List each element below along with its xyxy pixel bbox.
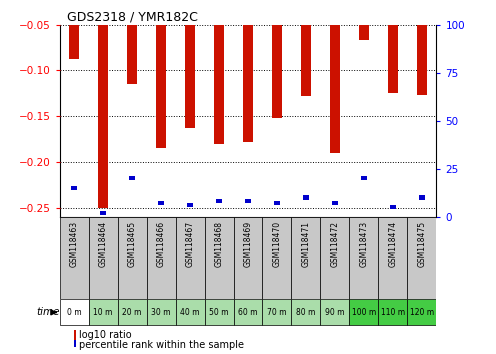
Bar — [216, 199, 222, 204]
Bar — [234, 299, 262, 325]
Text: 40 m: 40 m — [180, 308, 200, 317]
Bar — [60, 217, 88, 299]
Bar — [408, 217, 436, 299]
Bar — [420, 195, 425, 200]
Bar — [292, 299, 320, 325]
Bar — [262, 299, 292, 325]
Text: GSM118469: GSM118469 — [244, 221, 252, 267]
Bar — [332, 201, 338, 205]
Text: 80 m: 80 m — [296, 308, 315, 317]
Bar — [350, 299, 378, 325]
Bar — [101, 211, 106, 215]
Bar — [185, 25, 195, 128]
Text: GSM118474: GSM118474 — [388, 221, 397, 267]
Bar — [362, 176, 367, 181]
Text: 110 m: 110 m — [381, 308, 405, 317]
Text: 90 m: 90 m — [325, 308, 345, 317]
Text: GSM118464: GSM118464 — [99, 221, 108, 267]
Bar — [390, 205, 395, 209]
Text: log10 ratio: log10 ratio — [79, 330, 131, 340]
Bar — [246, 199, 250, 204]
Bar — [234, 217, 262, 299]
Text: GDS2318 / YMR182C: GDS2318 / YMR182C — [67, 11, 198, 24]
Bar — [60, 299, 88, 325]
Bar — [272, 25, 282, 118]
Bar — [301, 25, 311, 96]
Text: 0 m: 0 m — [66, 308, 81, 317]
Bar — [243, 25, 253, 142]
Bar — [378, 217, 408, 299]
Text: GSM118471: GSM118471 — [302, 221, 310, 267]
Bar — [88, 299, 118, 325]
Text: 60 m: 60 m — [238, 308, 258, 317]
Text: GSM118468: GSM118468 — [214, 221, 224, 267]
Bar — [388, 25, 398, 93]
Text: time: time — [36, 307, 60, 318]
Bar — [98, 25, 108, 209]
Bar — [214, 25, 224, 144]
Bar — [359, 25, 369, 40]
Text: 10 m: 10 m — [93, 308, 113, 317]
Text: 100 m: 100 m — [352, 308, 376, 317]
Bar — [176, 299, 204, 325]
Bar — [69, 25, 79, 59]
Bar — [187, 203, 192, 207]
Bar — [146, 299, 176, 325]
Bar — [74, 340, 76, 349]
Text: GSM118467: GSM118467 — [186, 221, 194, 267]
Text: 20 m: 20 m — [123, 308, 142, 317]
Bar — [292, 217, 320, 299]
Bar — [408, 299, 436, 325]
Bar — [118, 299, 146, 325]
Bar — [176, 217, 204, 299]
Bar — [330, 25, 340, 153]
Bar — [74, 330, 76, 340]
Text: 50 m: 50 m — [209, 308, 229, 317]
Bar — [88, 217, 118, 299]
Text: GSM118463: GSM118463 — [69, 221, 78, 267]
Text: percentile rank within the sample: percentile rank within the sample — [79, 339, 244, 349]
Bar — [320, 299, 350, 325]
Text: GSM118470: GSM118470 — [272, 221, 282, 267]
Bar — [129, 176, 134, 181]
Text: GSM118473: GSM118473 — [360, 221, 369, 267]
Bar — [274, 201, 280, 205]
Bar — [350, 217, 378, 299]
Bar — [118, 217, 146, 299]
Text: 70 m: 70 m — [267, 308, 287, 317]
Text: GSM118466: GSM118466 — [157, 221, 166, 267]
Bar — [159, 201, 164, 205]
Bar — [304, 195, 309, 200]
Text: GSM118472: GSM118472 — [330, 221, 339, 267]
Bar — [320, 217, 350, 299]
Bar — [146, 217, 176, 299]
Bar — [156, 25, 166, 148]
Text: 120 m: 120 m — [410, 308, 434, 317]
Bar — [417, 25, 427, 95]
Bar — [127, 25, 137, 84]
Bar — [204, 299, 234, 325]
Text: 30 m: 30 m — [151, 308, 171, 317]
Bar — [262, 217, 292, 299]
Text: GSM118465: GSM118465 — [127, 221, 136, 267]
Bar — [71, 186, 76, 190]
Text: GSM118475: GSM118475 — [418, 221, 427, 267]
Bar — [204, 217, 234, 299]
Bar — [378, 299, 408, 325]
